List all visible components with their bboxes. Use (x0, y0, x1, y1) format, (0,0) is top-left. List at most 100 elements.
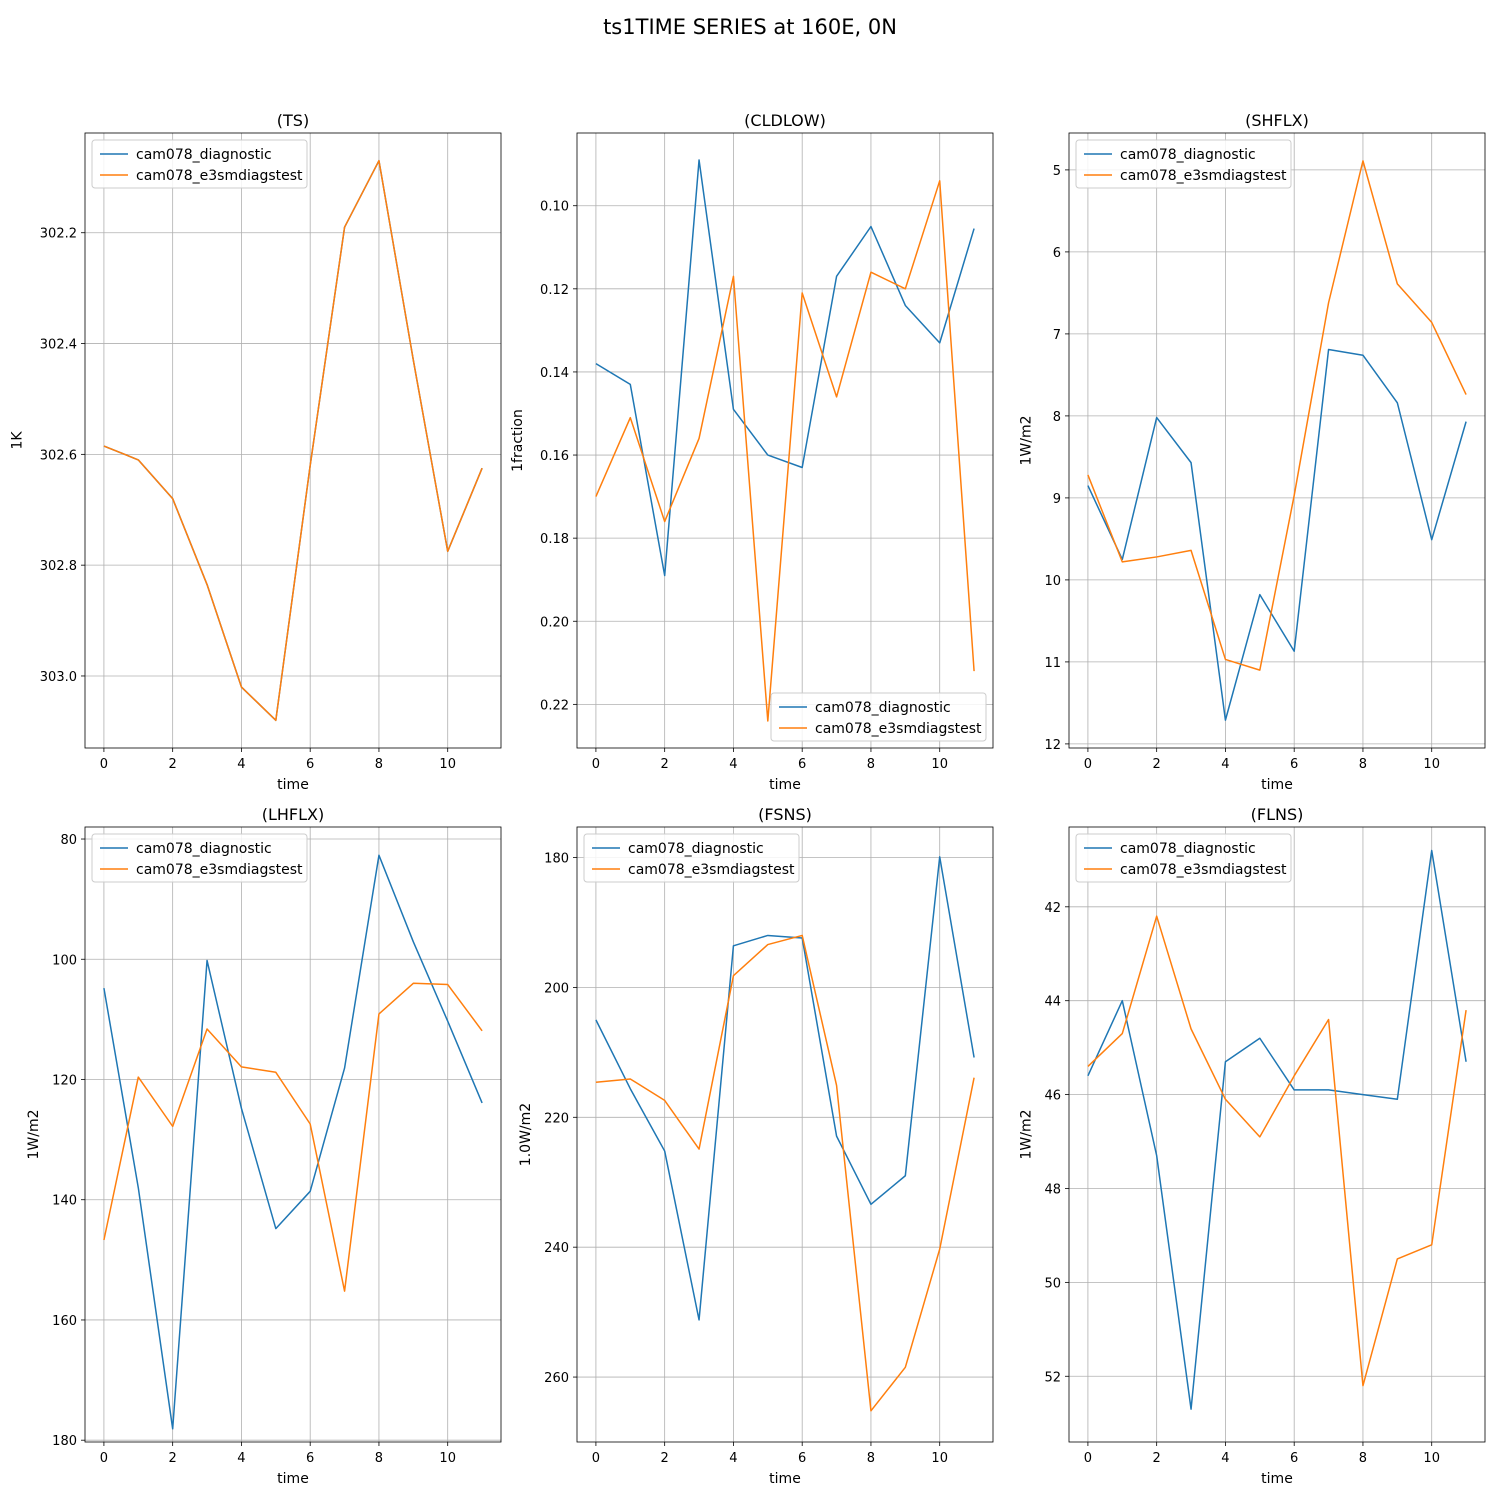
y-axis-label: 1W/m2 (1018, 415, 1034, 465)
y-tick-label: 0.16 (540, 449, 569, 464)
legend-box (583, 833, 800, 883)
x-tick-label: 2 (661, 1451, 669, 1466)
legend-label: cam078_diagnostic (136, 841, 272, 857)
y-tick-label: 302.2 (40, 227, 77, 242)
legend: cam078_diagnostic cam078_e3smdiagstest (1075, 139, 1292, 189)
x-tick-label: 0 (592, 757, 600, 772)
series-line-cam078_diagnostic (103, 159, 483, 722)
x-tick-label: 6 (1290, 757, 1298, 772)
x-axis-label: time (1261, 777, 1293, 793)
x-tick-label: 10 (439, 757, 456, 772)
x-tick-label: 0 (100, 757, 108, 772)
series-line-cam078_diagnostic (595, 159, 975, 577)
subplot-title: (FSNS) (758, 805, 812, 824)
y-tick-label: 180 (52, 1434, 77, 1449)
x-tick-label: 10 (1423, 757, 1440, 772)
series-line-cam078_diagnostic (1087, 348, 1467, 721)
legend-label: cam078_e3smdiagstest (136, 168, 303, 184)
x-tick-label: 10 (931, 1451, 948, 1466)
legend-label: cam078_diagnostic (1120, 841, 1256, 857)
x-tick-label: 10 (439, 1451, 456, 1466)
series-line-cam078_e3smdiagstest (103, 982, 483, 1292)
x-tick-label: 8 (375, 1451, 383, 1466)
y-tick-label: 9 (1053, 492, 1061, 507)
x-tick-label: 0 (1084, 757, 1092, 772)
y-tick-label: 100 (52, 953, 77, 968)
series-line-cam078_diagnostic (103, 854, 483, 1430)
y-tick-label: 140 (52, 1194, 77, 1209)
y-tick-label: 120 (52, 1073, 77, 1088)
series-line-cam078_e3smdiagstest (1087, 915, 1467, 1387)
subplot-title: (SHFLX) (1245, 111, 1309, 130)
legend-box (91, 833, 308, 883)
y-tick-label: 8 (1053, 410, 1061, 425)
x-tick-label: 4 (237, 757, 245, 772)
subplot-flns: 0 2 4 6 8 10424446485052(FLNS)time1W/m2cam078… (1018, 805, 1486, 1487)
x-axis-label: time (277, 777, 309, 793)
x-tick-label: 6 (1290, 1451, 1298, 1466)
y-tick-label: 44 (1044, 995, 1061, 1010)
y-tick-label: 11 (1044, 656, 1061, 671)
legend-label: cam078_diagnostic (1120, 147, 1256, 163)
y-tick-label: 260 (544, 1371, 569, 1386)
y-axis-label: 1W/m2 (26, 1109, 42, 1159)
subplot-fsns: 0 2 4 6 8 10 180 200 220 240 260 (FSNS) time 1.0W/m2 c… (518, 805, 994, 1487)
x-tick-label: 2 (1153, 757, 1161, 772)
y-tick-label: 220 (544, 1111, 569, 1126)
x-tick-label: 2 (169, 1451, 177, 1466)
x-tick-label: 10 (1423, 1451, 1440, 1466)
y-tick-label: 302.8 (40, 559, 77, 574)
subplot-ts: 0 2 4 6 8 10 302.2 302.4 302.6 302.8 303.0 (TS) time… (10, 111, 502, 793)
legend-box (1075, 833, 1292, 883)
legend-label: cam078_e3smdiagstest (1120, 862, 1287, 878)
series-line-cam078_e3smdiagstest (595, 180, 975, 722)
axes-frame (84, 826, 502, 1443)
x-tick-label: 8 (1359, 757, 1367, 772)
x-tick-label: 8 (867, 757, 875, 772)
y-axis-label: 1K (10, 431, 26, 450)
legend: cam078_diagnostic cam078_e3smdiagstest (770, 692, 987, 742)
legend-label: cam078_e3smdiagstest (628, 862, 795, 878)
subplot-title: (TS) (277, 111, 309, 130)
x-tick-label: 0 (1084, 1451, 1092, 1466)
x-tick-label: 8 (375, 757, 383, 772)
series-line-cam078_e3smdiagstest (103, 159, 483, 722)
y-tick-label: 5 (1053, 164, 1061, 179)
legend: cam078_diagnostic cam078_e3smdiagstest (583, 833, 800, 883)
x-axis-label: time (769, 1471, 801, 1487)
y-axis-label: 1W/m2 (1018, 1109, 1034, 1159)
y-tick-label: 0.12 (540, 283, 569, 298)
y-tick-label: 12 (1044, 738, 1061, 753)
y-tick-label: 52 (1044, 1370, 1061, 1385)
legend-box (770, 692, 987, 742)
legend-label: cam078_e3smdiagstest (815, 721, 982, 737)
series-line-cam078_diagnostic (1087, 849, 1467, 1410)
legend-box (1075, 139, 1292, 189)
subplot-title: (LHFLX) (262, 805, 325, 824)
x-tick-label: 2 (1153, 1451, 1161, 1466)
y-tick-label: 7 (1053, 328, 1061, 343)
y-tick-label: 180 (544, 852, 569, 867)
x-tick-label: 6 (306, 757, 314, 772)
y-tick-label: 200 (544, 981, 569, 996)
subplot-title: (FLNS) (1251, 805, 1304, 824)
x-tick-label: 8 (1359, 1451, 1367, 1466)
x-tick-label: 2 (661, 757, 669, 772)
y-tick-label: 10 (1044, 574, 1061, 589)
x-tick-label: 10 (931, 757, 948, 772)
x-axis-label: time (769, 777, 801, 793)
x-tick-label: 8 (867, 1451, 875, 1466)
x-tick-label: 4 (237, 1451, 245, 1466)
y-tick-label: 240 (544, 1241, 569, 1256)
subplot-title: (CLDLOW) (744, 111, 826, 130)
legend-label: cam078_e3smdiagstest (136, 862, 303, 878)
y-axis-label: 1fraction (510, 409, 526, 472)
legend-label: cam078_diagnostic (136, 147, 272, 163)
x-tick-label: 4 (1221, 1451, 1229, 1466)
y-tick-label: 0.22 (540, 698, 569, 713)
subplot-cldlow: 0 2 4 6 8 10 0.10 0.12 0.14 0.16 0.18 0.20 0.22 (CLDL… (510, 111, 994, 793)
y-tick-label: 0.14 (540, 366, 569, 381)
legend-label: cam078_e3smdiagstest (1120, 168, 1287, 184)
x-axis-label: time (277, 1471, 309, 1487)
y-tick-label: 42 (1044, 901, 1061, 916)
